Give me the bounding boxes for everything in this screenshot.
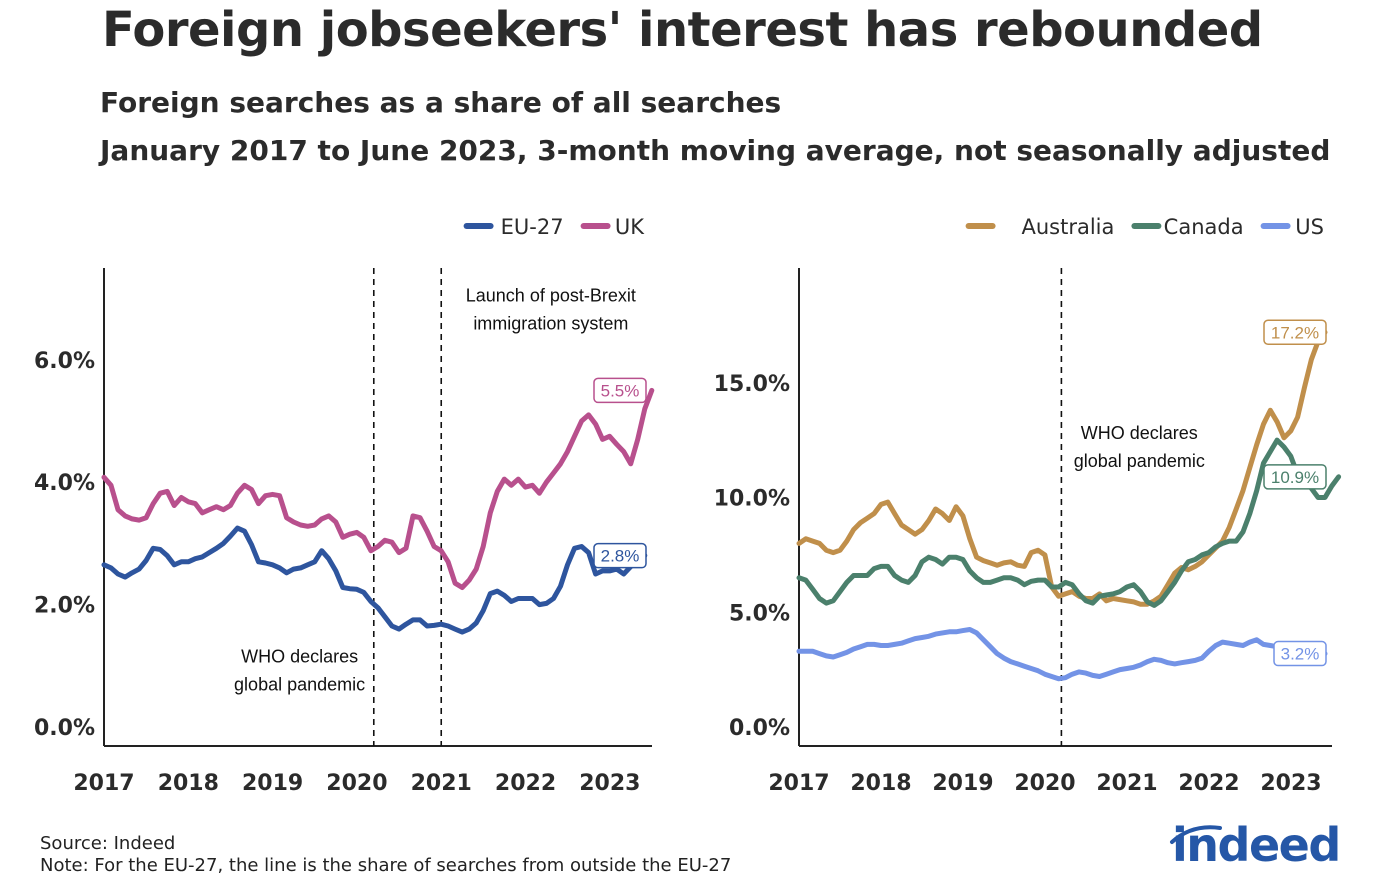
chart1-annotation-text: global pandemic — [234, 675, 365, 695]
chart1-x-tick-label: 2018 — [158, 771, 219, 796]
page-title: Foreign jobseekers' interest has rebound… — [102, 2, 1263, 58]
chart2-x-tick-label: 2023 — [1260, 771, 1321, 796]
chart2-series-line-canada — [796, 437, 1342, 608]
chart1-y-tick-label: 0.0% — [34, 716, 95, 741]
chart1-end-label: 2.8% — [601, 547, 640, 566]
chart1-annotation-text: immigration system — [473, 314, 628, 334]
chart2-end-label: 10.9% — [1271, 468, 1319, 487]
chart2-y-tick-label: 15.0% — [714, 372, 790, 397]
chart-subtitle: Foreign searches as a share of all searc… — [100, 86, 782, 119]
chart1-annotation-text: Launch of post-Brexit — [466, 286, 636, 306]
chart2-end-label-box — [1263, 319, 1327, 346]
chart-date-range: January 2017 to June 2023, 3-month movin… — [100, 134, 1331, 167]
chart1-legend-label: UK — [615, 215, 645, 239]
chart2-y-tick-label: 10.0% — [714, 487, 790, 512]
chart1-x-tick-label: 2023 — [579, 771, 640, 796]
chart1-end-label: 5.5% — [601, 381, 640, 400]
chart1-series-line-uk — [101, 387, 655, 590]
chart2-annotation-text: WHO declares — [1081, 423, 1198, 443]
chart2-x-tick-label: 2021 — [1096, 771, 1157, 796]
chart1-y-tick-label: 6.0% — [34, 349, 95, 374]
chart2-x-tick-label: 2019 — [932, 771, 993, 796]
chart1-annotation-text: WHO declares — [241, 647, 358, 667]
chart1-series-line-eu-27 — [101, 525, 648, 635]
chart2-legend-label: Canada — [1164, 215, 1244, 239]
indeed-logo: indeed — [1172, 818, 1341, 872]
chart2-annotation-text: global pandemic — [1074, 451, 1205, 471]
chart1-x-tick-label: 2020 — [326, 771, 387, 796]
chart2-x-tick-label: 2017 — [768, 771, 829, 796]
chart1-y-tick-label: 2.0% — [34, 594, 95, 619]
chart2-series-line-us — [796, 627, 1328, 682]
chart2-y-tick-label: 5.0% — [729, 601, 790, 626]
chart2-end-label-box — [1263, 464, 1327, 490]
source-note: Source: Indeed — [40, 833, 176, 854]
chart2-end-label: 3.2% — [1281, 645, 1320, 664]
chart2-y-tick-label: 0.0% — [729, 716, 790, 741]
chart1-y-tick-label: 4.0% — [34, 471, 95, 496]
chart1-x-tick-label: 2017 — [73, 771, 134, 796]
chart2-x-tick-label: 2018 — [850, 771, 911, 796]
chart2-end-label: 17.2% — [1271, 323, 1319, 342]
chart2-series-line-australia — [796, 329, 1328, 607]
chart2-end-label-box — [1273, 640, 1327, 667]
chart1-end-label-box — [593, 542, 647, 569]
chart1-legend-label: EU-27 — [501, 215, 564, 239]
chart1-x-tick-label: 2019 — [242, 771, 303, 796]
indeed-logo-arc-icon — [1170, 825, 1222, 844]
chart1-x-tick-label: 2022 — [495, 771, 556, 796]
chart2-x-tick-label: 2022 — [1178, 771, 1239, 796]
chart1-end-label-box — [593, 377, 647, 404]
chart2-legend-label: Australia — [1022, 215, 1115, 239]
chart2-legend-label: US — [1295, 215, 1324, 239]
chart2-x-tick-label: 2020 — [1014, 771, 1075, 796]
chart1-x-tick-label: 2021 — [411, 771, 472, 796]
footnote: Note: For the EU-27, the line is the sha… — [40, 855, 732, 876]
